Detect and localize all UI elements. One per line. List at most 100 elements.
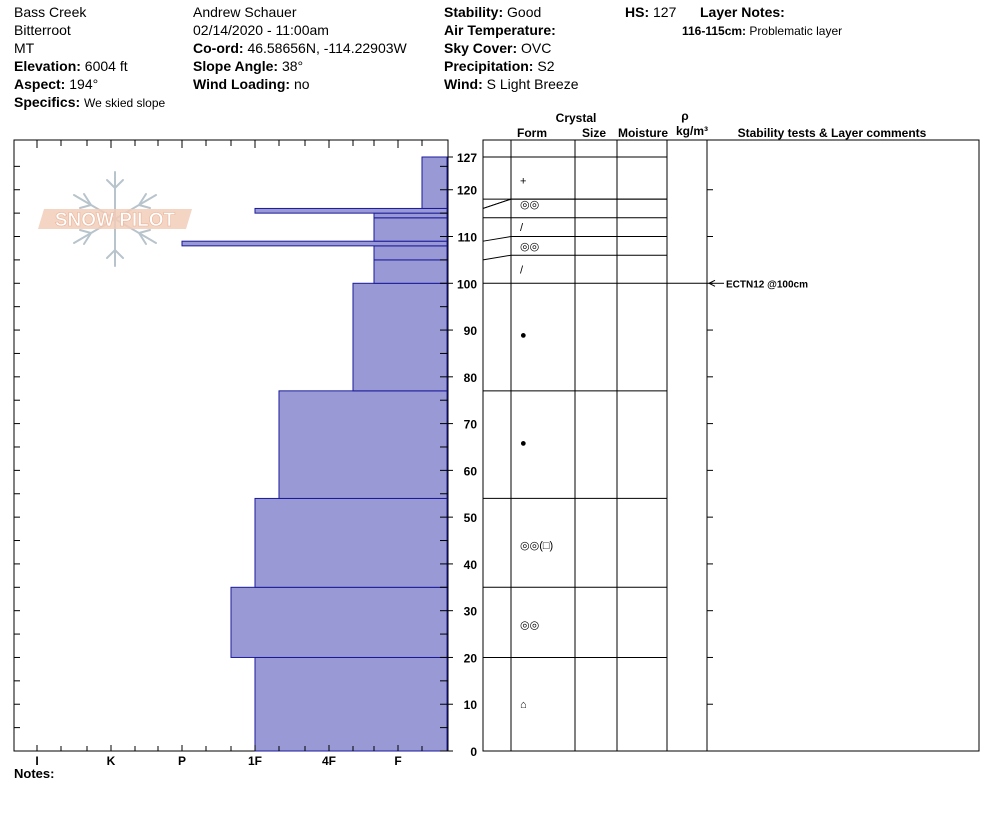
table-column-lines — [510, 140, 708, 751]
notes-label: Notes: — [14, 766, 54, 781]
wind-row: Wind: S Light Breeze — [444, 75, 578, 93]
range: Bitterroot — [14, 22, 71, 38]
wind-value: S Light Breeze — [486, 76, 579, 92]
wind-loading-value: no — [293, 76, 310, 92]
stability-tests: ECTN12 @100cm — [707, 279, 808, 290]
hardness-bar-3 — [278, 390, 448, 499]
x-tick-label: K — [107, 754, 116, 768]
hardness-bar-11 — [421, 156, 448, 209]
precip-row: Precipitation: S2 — [444, 57, 554, 75]
y-tick-label: 90 — [464, 324, 478, 338]
hs-row: HS: 127 — [625, 3, 676, 21]
y-tick-label: 50 — [464, 511, 478, 525]
aspect-row: Aspect: 194° — [14, 75, 98, 93]
y-tick-label: 0 — [470, 745, 477, 759]
crystal-form-symbol: ◎◎(□) — [520, 540, 553, 552]
stability-test-label: ECTN12 @100cm — [726, 279, 808, 290]
slope-row: Slope Angle: 38° — [193, 57, 303, 75]
y-tick-label: 80 — [464, 371, 478, 385]
x-tick-label: P — [178, 754, 186, 768]
y-tick-label: 40 — [464, 558, 478, 572]
specifics-label: Specifics: — [14, 94, 81, 110]
layer-connector — [482, 198, 512, 209]
y-tick-label: 110 — [458, 231, 478, 245]
logo-text: SNOW PILOT — [55, 210, 176, 231]
coord-label: Co-ord: — [193, 40, 244, 56]
crystal-form-symbol: ◎◎ — [520, 241, 539, 253]
crystal-form-symbol: ● — [520, 330, 527, 342]
crystal-form-symbol: / — [520, 222, 524, 234]
hardness-bar-1 — [230, 586, 448, 658]
sky-value: OVC — [521, 40, 552, 56]
layer-note-text: Problematic layer — [749, 24, 843, 38]
snowpilot-logo: SNOW PILOT — [38, 171, 192, 267]
wind-loading-label: Wind Loading: — [193, 76, 291, 92]
hardness-bar-5 — [373, 259, 448, 284]
crystal-form-symbol: ◎◎ — [520, 199, 539, 211]
y-tick-label: 30 — [464, 605, 478, 619]
hardness-bar-6 — [373, 245, 448, 261]
elevation-value: 6004 ft — [84, 58, 128, 74]
y-axis-labels: 0 10 20 30 40 50 60 70 80 90 100 110 120 127 — [457, 151, 477, 759]
crystal-form-symbol: + — [520, 175, 526, 187]
stability-value: Good — [507, 4, 542, 20]
y-tick-label: 100 — [457, 277, 477, 291]
stability-label: Stability: — [444, 4, 504, 20]
crystal-form-symbol: ⌂ — [520, 699, 527, 711]
precip-value: S2 — [537, 58, 555, 74]
hardness-bar-8 — [373, 217, 448, 242]
x-tick-label: 1F — [248, 754, 262, 768]
size-header: Size — [582, 126, 606, 140]
air-temp-row: Air Temperature: — [444, 21, 556, 39]
state: MT — [14, 40, 35, 56]
x-tick-label: F — [394, 754, 401, 768]
sky-row: Sky Cover: OVC — [444, 39, 551, 57]
x-axis-labels: I K P 1F 4F F — [35, 754, 401, 768]
hardness-bar-9 — [373, 212, 448, 219]
x-tick-label: I — [35, 754, 38, 768]
wind-label: Wind: — [444, 76, 483, 92]
stability-row: Stability: Good — [444, 3, 541, 21]
arrow-head-icon — [707, 279, 716, 287]
crystal-form-symbol: / — [520, 264, 524, 276]
hs-label: HS: — [625, 4, 650, 20]
layer-note-row: 116-115cm: Problematic layer — [682, 22, 842, 40]
hardness-bar-10 — [254, 207, 448, 214]
layer-note-range: 116-115cm: — [682, 24, 747, 38]
aspect-label: Aspect: — [14, 76, 66, 92]
crystal-form-symbol: ● — [520, 437, 527, 449]
sky-label: Sky Cover: — [444, 40, 518, 56]
crystal-forms: ⌂ ◎◎ ◎◎(□) ● ● / ◎◎ / ◎◎ + — [520, 175, 553, 711]
comment-axis-ticks — [707, 189, 713, 705]
layer-table-frame — [482, 139, 980, 752]
comments-header: Stability tests & Layer comments — [738, 126, 927, 140]
coord-row: Co-ord: 46.58656N, -114.22903W — [193, 39, 407, 57]
crystal-form-symbol: ◎◎ — [520, 620, 539, 632]
layer-boundary-lines — [482, 156, 707, 658]
left-axis-ticks — [14, 140, 453, 752]
datetime: 02/14/2020 - 11:00am — [193, 22, 329, 38]
layer-connector — [482, 236, 512, 242]
y-tick-label: 60 — [464, 464, 478, 478]
hardness-bar-4 — [352, 282, 448, 392]
specifics-row: Specifics: We skied slope — [14, 93, 165, 112]
moisture-header: Moisture — [618, 126, 668, 140]
slope-label: Slope Angle: — [193, 58, 279, 74]
rho-header: ρ — [681, 109, 688, 123]
wind-loading-row: Wind Loading: no — [193, 75, 310, 93]
observer: Andrew Schauer — [193, 4, 297, 20]
y-tick-label: 10 — [464, 698, 478, 712]
hs-value: 127 — [653, 4, 677, 20]
hardness-bar-7 — [181, 240, 448, 247]
location: Bass Creek — [14, 4, 87, 20]
slope-value: 38° — [281, 58, 304, 74]
air-temp-label: Air Temperature: — [444, 22, 556, 38]
y-tick-label: 70 — [464, 418, 478, 432]
y-tick-label: 127 — [457, 151, 477, 165]
crystal-header: Crystal — [556, 111, 597, 125]
hardness-bars — [181, 156, 448, 752]
coord-value: 46.58656N, -114.22903W — [247, 40, 407, 56]
elevation-row: Elevation: 6004 ft — [14, 57, 128, 75]
elevation-label: Elevation: — [14, 58, 81, 74]
